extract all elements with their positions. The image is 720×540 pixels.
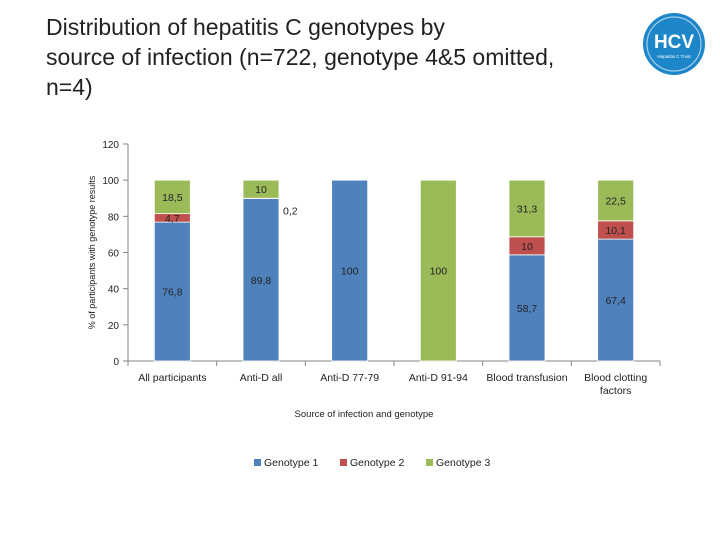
logo-tagline: Hepatitis C Trust [657,54,691,59]
data-label: 89,8 [251,275,272,287]
data-label: 18,5 [162,192,183,204]
x-axis-label: Source of infection and genotype [295,409,434,420]
x-tick-label: Anti-D all [240,372,283,384]
y-axis-label: % of participants with genotype results [87,175,97,329]
x-tick-label: Blood transfusion [486,372,567,384]
bar-segment [597,238,635,362]
legend-entry: Genotype 1 [264,457,318,469]
x-tick-label: Blood clotting factors [584,372,647,397]
y-tick-label: 0 [113,357,119,368]
bar-segment [242,179,280,199]
y-tick-label: 40 [108,285,120,296]
y-tick-label: 80 [108,212,120,223]
data-label: 22,5 [605,196,626,208]
legend-entry: Genotype 3 [436,457,490,469]
y-tick-label: 20 [108,321,120,332]
bar-segment [508,254,546,362]
bar-segment [419,179,457,362]
legend-swatch [426,459,433,466]
data-label: 10 [255,184,267,196]
data-label: 76,8 [162,287,183,299]
data-label: 10,1 [605,225,626,237]
bar-segment [242,198,280,362]
data-label: 100 [430,266,448,278]
data-label: 100 [341,266,359,278]
logo-circle [643,13,705,75]
legend-entry: Genotype 2 [350,457,404,469]
legend-swatch [254,459,261,466]
data-label: 4,7 [165,213,180,225]
bar-segment [153,179,191,215]
hcv-logo-icon: HCV Hepatitis C Trust [643,13,705,75]
bar-segment [153,221,191,362]
y-tick-label: 120 [102,140,119,151]
data-label: 31,3 [517,203,538,215]
data-label: 58,7 [517,303,538,315]
x-tick-label: All participants [138,372,206,384]
logo-inner-ring [646,16,702,72]
data-label: 0,2 [283,205,298,217]
bar-segment [508,179,546,238]
y-tick-label: 100 [102,176,119,187]
legend-swatch [340,459,347,466]
x-tick-label: Anti-D 91-94 [409,372,468,384]
logo-text: HCV [654,32,694,53]
data-label: 67,4 [605,295,626,307]
x-tick-label: Anti-D 77-79 [320,372,379,384]
data-label: 10 [521,241,533,253]
bar-segment [331,179,369,362]
chart-title: Distribution of hepatitis C genotypes by… [46,14,555,100]
y-tick-label: 60 [108,249,120,260]
bar-segment [597,179,635,222]
